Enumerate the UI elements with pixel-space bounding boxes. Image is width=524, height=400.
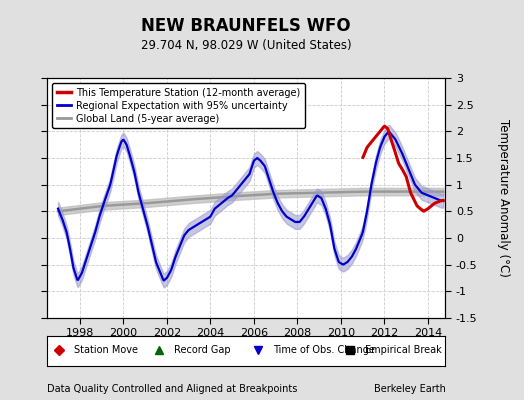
Text: Empirical Break: Empirical Break — [365, 345, 442, 355]
Text: NEW BRAUNFELS WFO: NEW BRAUNFELS WFO — [141, 17, 351, 35]
Y-axis label: Temperature Anomaly (°C): Temperature Anomaly (°C) — [497, 119, 510, 277]
Text: Station Move: Station Move — [74, 345, 138, 355]
Text: 29.704 N, 98.029 W (United States): 29.704 N, 98.029 W (United States) — [141, 40, 352, 52]
Text: Record Gap: Record Gap — [174, 345, 231, 355]
Legend: This Temperature Station (12-month average), Regional Expectation with 95% uncer: This Temperature Station (12-month avera… — [52, 83, 305, 128]
Text: Data Quality Controlled and Aligned at Breakpoints: Data Quality Controlled and Aligned at B… — [47, 384, 298, 394]
Text: Berkeley Earth: Berkeley Earth — [374, 384, 445, 394]
Text: Time of Obs. Change: Time of Obs. Change — [274, 345, 375, 355]
